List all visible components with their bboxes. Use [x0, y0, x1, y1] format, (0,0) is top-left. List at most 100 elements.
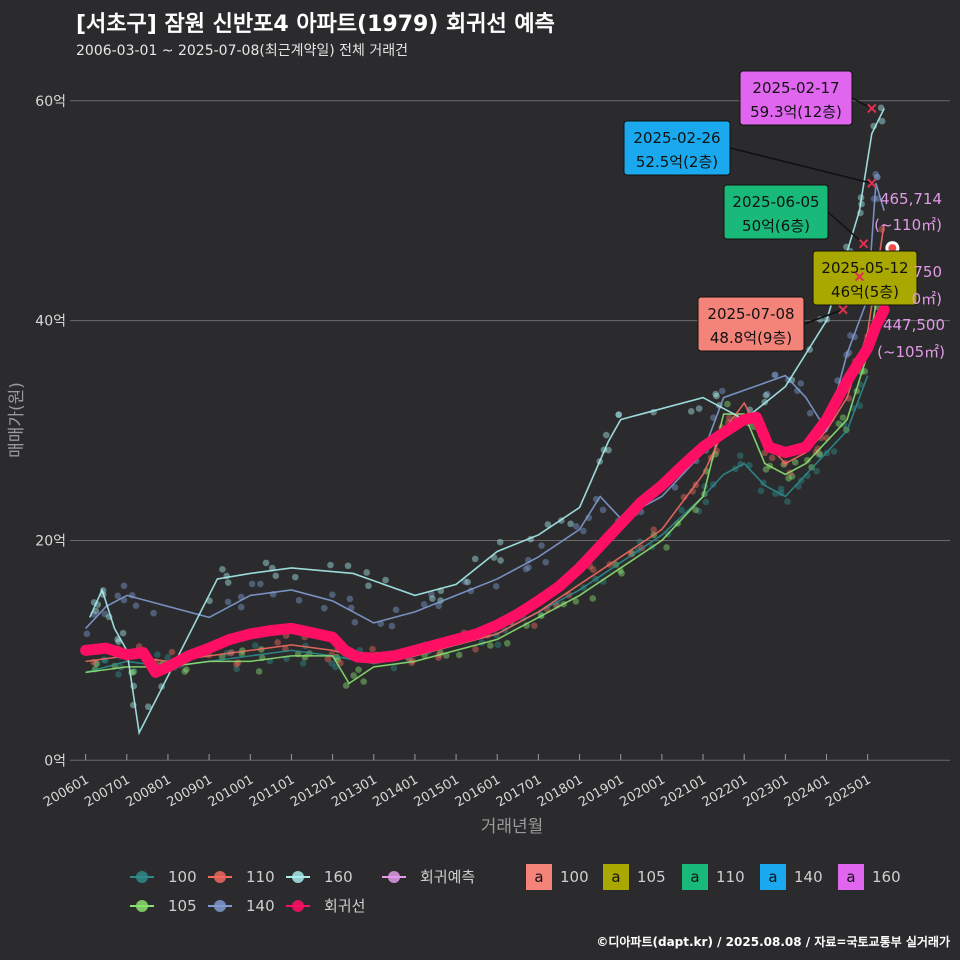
source-caption: ©디아파트(dapt.kr) / 2025.08.08 / 자료=국토교통부 실…	[596, 935, 950, 949]
scatter-point-100	[830, 448, 838, 455]
scatter-point-140	[580, 527, 587, 535]
annotation-leader	[851, 97, 873, 110]
scatter-point-160	[272, 572, 280, 580]
scatter-point-110	[274, 639, 281, 646]
scatter-point-160	[145, 703, 152, 711]
scatter-point-100	[164, 654, 171, 661]
x-tick-label: 200801	[123, 772, 173, 810]
legend-swatch-glyph: a	[611, 868, 620, 886]
scatter-point-100	[154, 651, 161, 658]
scatter-point-160	[615, 411, 622, 419]
scatter-point-105	[503, 639, 511, 647]
annotation-box	[812, 250, 918, 306]
scatter-point-140	[599, 506, 607, 514]
scatter-point-140	[420, 601, 428, 608]
scatter-point-160	[429, 595, 436, 602]
scatter-point-105	[762, 466, 770, 473]
x-tick-label: 202301	[741, 772, 791, 810]
scatter-point-140	[132, 602, 140, 609]
legend-label: 회귀선	[324, 897, 365, 915]
scatter-point-140	[435, 602, 442, 610]
scatter-point-140	[101, 610, 109, 618]
scatter-point-140	[83, 630, 91, 638]
legend-label: 회귀예측	[420, 868, 475, 886]
forecast-area-label: 0㎡)	[912, 290, 942, 308]
legend-swatch-label: 105	[637, 868, 666, 886]
scatter-point-140	[295, 597, 303, 604]
x-tick-label: 201301	[329, 772, 379, 810]
x-tick-label: 201901	[576, 772, 626, 810]
x-tick-label: 202401	[782, 772, 832, 810]
legend-point-110	[214, 871, 226, 883]
annotation-date: 2025-05-12	[821, 259, 908, 277]
legend-swatch	[682, 864, 708, 890]
scatter-point-160	[567, 520, 574, 528]
annotation-box	[723, 184, 829, 240]
scatter-point-100	[840, 421, 848, 429]
y-tick-label: 40억	[35, 314, 66, 330]
legend-swatch-glyph: a	[690, 868, 699, 886]
scatter-point-100	[856, 402, 864, 409]
scatter-point-160	[471, 555, 479, 563]
scatter-point-140	[764, 390, 771, 398]
legend-point-140	[214, 900, 226, 912]
x-axis-ticks: 2006012007012008012009012010012011012012…	[41, 754, 874, 810]
x-tick-label: 202201	[700, 772, 750, 810]
annotation-value: 59.3억(12층)	[750, 103, 842, 121]
scatter-point-110	[233, 660, 240, 668]
scatter-point-160	[762, 392, 770, 399]
x-tick-label: 201001	[206, 772, 256, 810]
scatter-point-100	[736, 452, 744, 460]
legend-swatch-label: 100	[560, 868, 589, 886]
scatter-point-140	[873, 173, 881, 181]
scatter-point-140	[388, 622, 396, 630]
scatter-point-100	[115, 671, 122, 678]
x-tick-label: 202501	[823, 772, 873, 810]
annotation-value: 48.8억(9층)	[710, 329, 792, 347]
series-group	[80, 104, 900, 736]
y-axis-ticks: 0억 20억 40억 60억	[35, 94, 66, 770]
scatter-point-100	[777, 485, 785, 493]
annotation-date: 2025-02-26	[633, 129, 720, 147]
annotation-point-marker	[867, 103, 877, 114]
scatter-point-160	[119, 629, 127, 637]
scatter-point-160	[497, 557, 504, 564]
x-tick-label: 200901	[165, 772, 215, 810]
annotation-leader	[803, 308, 844, 325]
scatter-point-140	[873, 173, 881, 181]
scatter-point-160	[687, 408, 695, 415]
scatter-point-105	[791, 458, 799, 466]
annotation-point-marker	[867, 178, 877, 188]
legend-label: 105	[168, 897, 197, 915]
scatter-point-105	[804, 456, 811, 464]
scatter-point-160	[695, 405, 703, 412]
scatter-point-160	[344, 562, 352, 570]
scatter-point-110	[531, 622, 538, 629]
scatter-point-100	[813, 467, 820, 475]
scatter-point-110	[168, 648, 176, 656]
chart-subtitle: 2006-03-01 ~ 2025-07-08(최근계약일) 전체 거래건	[76, 43, 408, 59]
scatter-point-140	[525, 564, 532, 571]
x-tick-label: 200601	[41, 772, 91, 810]
scatter-point-105	[663, 544, 670, 551]
scatter-point-105	[724, 400, 731, 408]
legend-point-forecast	[388, 871, 400, 883]
annotation-box	[623, 120, 731, 176]
legend-swatch-glyph: a	[768, 868, 777, 886]
legend-swatch-glyph: a	[534, 868, 543, 886]
scatter-point-105	[93, 660, 100, 667]
annotation-box	[739, 70, 853, 126]
scatter-point-140	[120, 582, 128, 590]
annotation-value: 50억(6층)	[742, 217, 810, 235]
scatter-point-110	[324, 655, 332, 663]
scatter-point-110	[472, 646, 479, 653]
legend-swatch	[603, 864, 629, 890]
scatter-point-140	[346, 595, 354, 603]
legend-swatch-label: 140	[794, 868, 823, 886]
forecast-price-label: 447,500	[883, 316, 945, 334]
annotation-point-marker	[854, 271, 865, 282]
scatter-point-160	[496, 538, 504, 546]
forecast-price-label: 465,714	[880, 190, 942, 208]
forecast-point-inner	[888, 244, 897, 253]
scatter-point-100	[131, 667, 138, 675]
